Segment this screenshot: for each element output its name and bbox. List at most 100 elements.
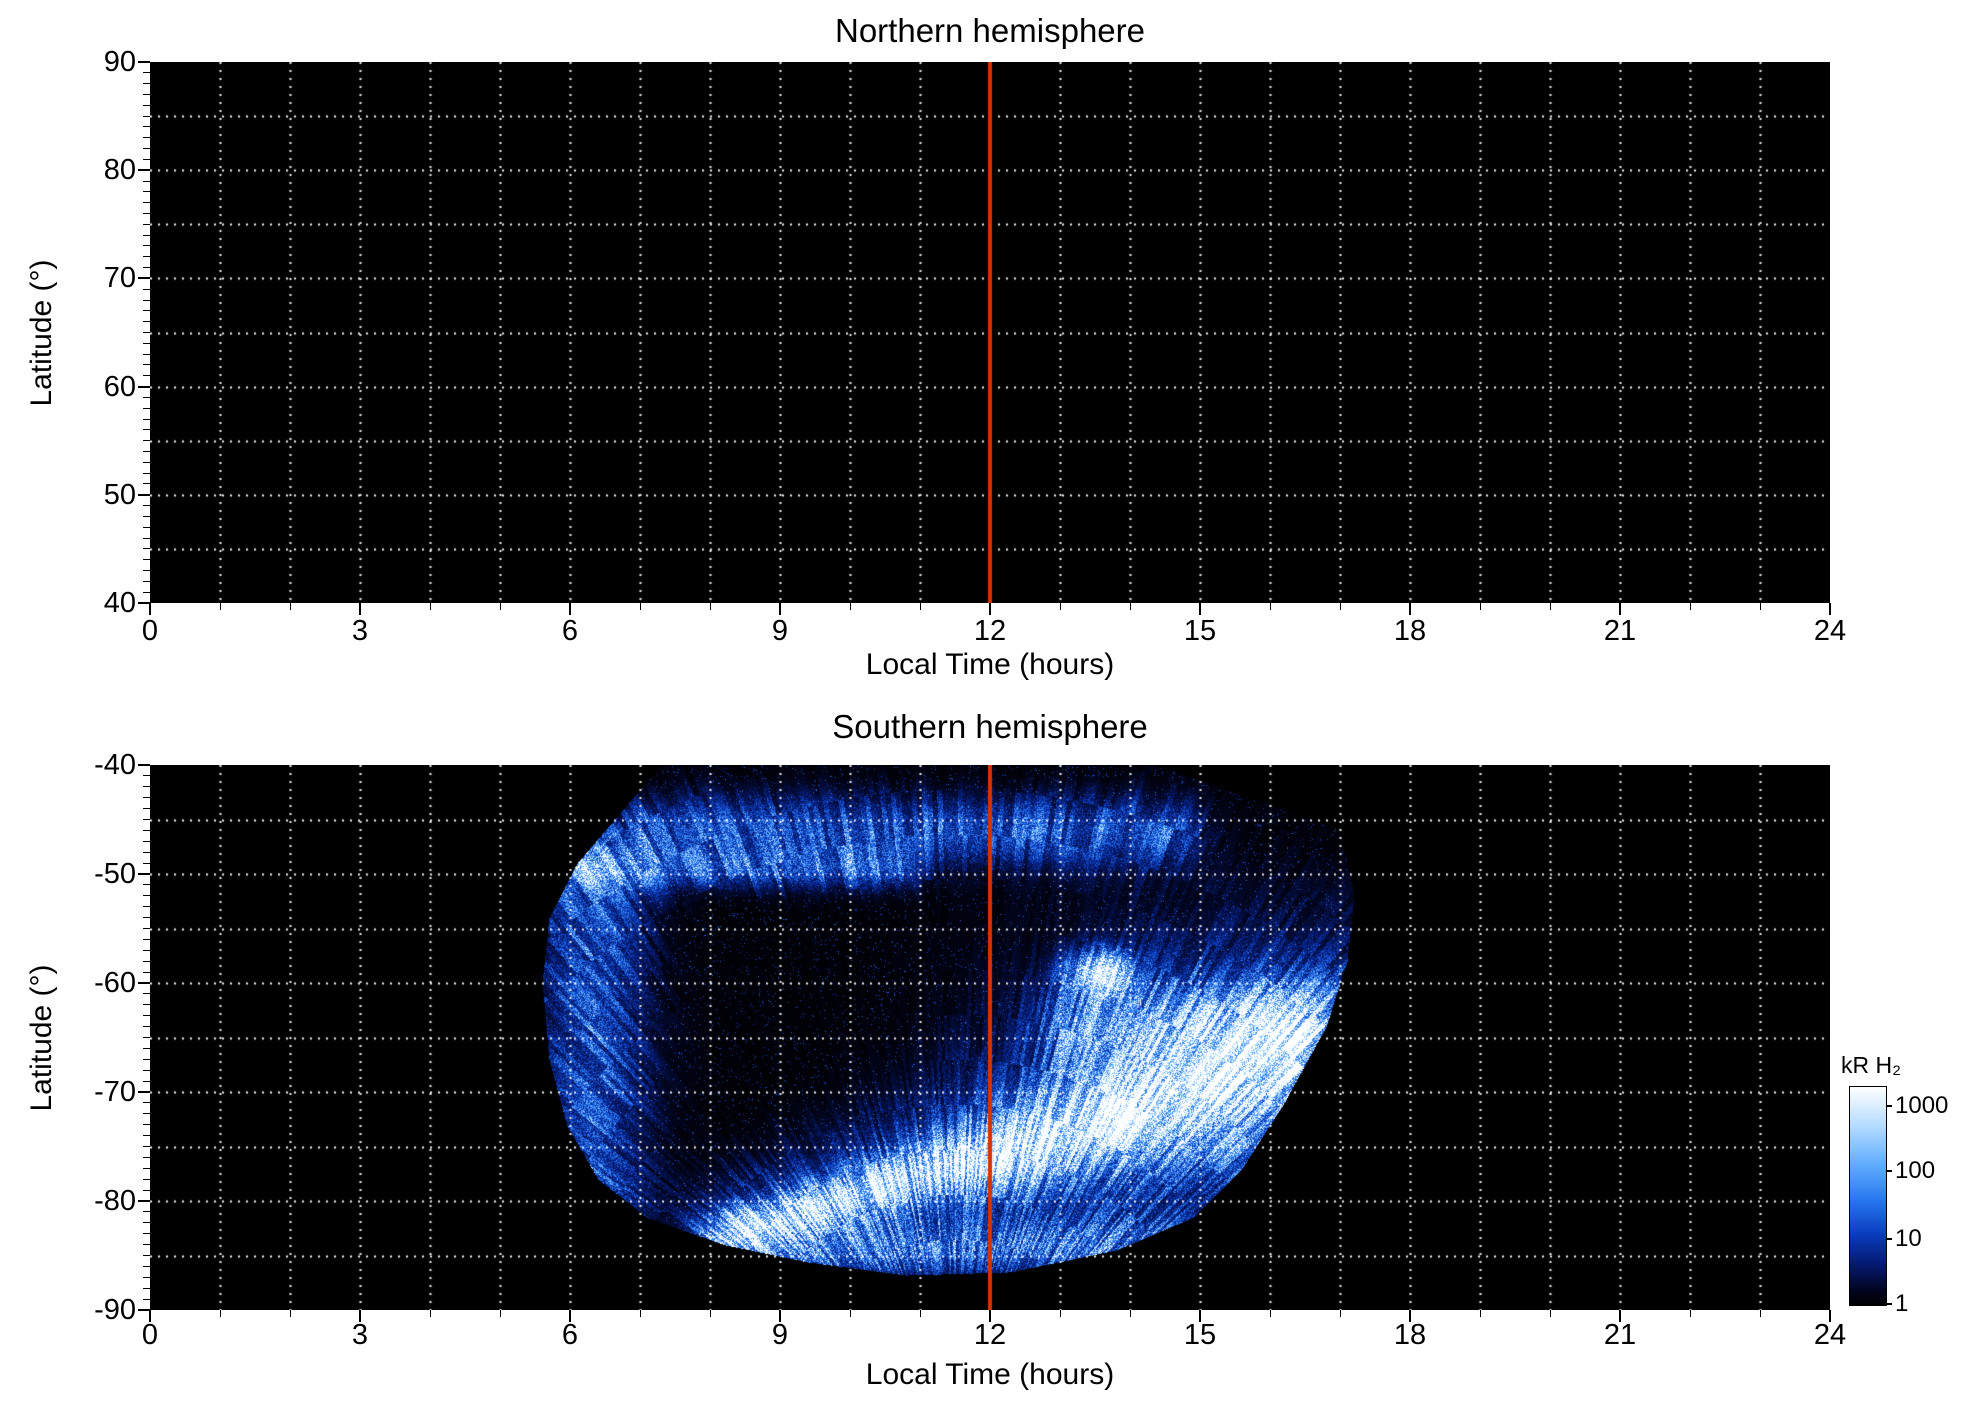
- x-major-tick-north: [1199, 603, 1201, 615]
- x-major-tick-south: [1829, 1310, 1831, 1322]
- x-tick-label-south: 0: [141, 1319, 159, 1351]
- y-minor-tick-south: [143, 1244, 150, 1246]
- y-major-tick-south: [138, 873, 150, 875]
- x-major-tick-south: [359, 1310, 361, 1322]
- x-major-tick-north: [1829, 603, 1831, 615]
- y-minor-tick-south: [143, 1135, 150, 1137]
- y-major-tick-south: [138, 1309, 150, 1311]
- y-minor-tick-north: [143, 461, 150, 463]
- y-minor-tick-north: [143, 321, 150, 323]
- y-major-tick-north: [138, 169, 150, 172]
- y-minor-tick-south: [143, 797, 150, 799]
- x-tick-label-south: 6: [561, 1319, 579, 1351]
- y-minor-tick-south: [143, 906, 150, 908]
- x-minor-tick-south: [639, 1310, 641, 1317]
- y-minor-tick-north: [143, 148, 150, 150]
- y-minor-tick-south: [143, 1102, 150, 1104]
- y-minor-tick-north: [143, 375, 150, 377]
- y-major-tick-north: [138, 493, 150, 496]
- y-minor-tick-north: [143, 548, 150, 550]
- x-tick-label-north: 18: [1393, 615, 1427, 647]
- colorbar-tick: [1886, 1303, 1892, 1305]
- y-minor-tick-south: [143, 1026, 150, 1028]
- x-major-tick-south: [1409, 1310, 1411, 1322]
- y-minor-tick-south: [143, 993, 150, 995]
- y-minor-tick-south: [143, 1287, 150, 1289]
- y-minor-tick-south: [143, 1255, 150, 1256]
- x-minor-tick-north: [1549, 603, 1551, 610]
- y-minor-tick-south: [143, 1124, 150, 1126]
- x-minor-tick-south: [429, 1310, 431, 1317]
- y-minor-tick-north: [143, 580, 150, 582]
- y-minor-tick-north: [143, 115, 150, 117]
- colorbar-gradient: [1849, 1086, 1887, 1306]
- y-tick-label-north: 50: [103, 478, 136, 511]
- x-minor-tick-south: [919, 1310, 921, 1317]
- y-minor-tick-north: [143, 223, 150, 225]
- x-minor-tick-north: [1479, 603, 1481, 610]
- x-major-tick-south: [1619, 1310, 1621, 1322]
- colorbar-tick: [1886, 1237, 1892, 1240]
- y-minor-tick-south: [143, 1069, 150, 1071]
- y-minor-tick-south: [143, 949, 150, 951]
- y-tick-label-south: -80: [94, 1185, 136, 1217]
- y-major-tick-south: [138, 1091, 150, 1093]
- x-minor-tick-south: [1759, 1310, 1761, 1317]
- y-major-tick-south: [138, 764, 150, 766]
- x-tick-label-south: 12: [973, 1319, 1007, 1351]
- x-tick-label-north: 21: [1603, 615, 1637, 647]
- y-minor-tick-north: [143, 570, 150, 572]
- y-minor-tick-south: [143, 1156, 150, 1158]
- x-minor-tick-north: [849, 603, 851, 610]
- y-minor-tick-south: [143, 960, 150, 962]
- x-minor-tick-south: [499, 1310, 501, 1317]
- y-minor-tick-north: [143, 418, 150, 420]
- x-minor-tick-north: [1339, 603, 1341, 610]
- y-minor-tick-north: [143, 299, 150, 301]
- x-minor-tick-north: [639, 603, 641, 610]
- y-minor-tick-north: [143, 505, 150, 507]
- x-major-tick-north: [1409, 603, 1411, 615]
- y-minor-tick-south: [143, 1037, 150, 1038]
- y-minor-tick-north: [143, 104, 150, 106]
- x-minor-tick-south: [709, 1310, 711, 1317]
- y-minor-tick-south: [143, 808, 150, 810]
- colorbar-tick: [1886, 1170, 1892, 1173]
- x-minor-tick-north: [1059, 603, 1061, 610]
- colorbar-label: kR H₂: [1841, 1052, 1902, 1078]
- y-minor-tick-south: [143, 862, 150, 864]
- y-minor-tick-south: [143, 829, 150, 831]
- x-tick-label-north: 3: [351, 615, 369, 647]
- y-minor-tick-north: [143, 126, 150, 128]
- y-minor-tick-north: [143, 353, 150, 355]
- y-minor-tick-north: [143, 288, 150, 290]
- y-minor-tick-north: [143, 396, 150, 398]
- x-minor-tick-south: [1129, 1310, 1131, 1317]
- y-minor-tick-south: [143, 1004, 150, 1006]
- y-major-tick-north: [138, 61, 150, 63]
- y-minor-tick-north: [143, 364, 150, 366]
- y-minor-tick-south: [143, 1233, 150, 1235]
- y-minor-tick-north: [143, 256, 150, 258]
- x-major-tick-south: [569, 1310, 571, 1322]
- y-minor-tick-north: [143, 267, 150, 269]
- y-minor-tick-north: [143, 332, 150, 333]
- y-minor-tick-south: [143, 895, 150, 897]
- y-minor-tick-south: [143, 851, 150, 853]
- y-minor-tick-south: [143, 938, 150, 940]
- y-minor-tick-north: [143, 483, 150, 485]
- x-minor-tick-south: [1549, 1310, 1551, 1317]
- y-minor-tick-south: [143, 1178, 150, 1180]
- northern-hemisphere-heatmap: [150, 62, 1830, 603]
- x-tick-label-south: 9: [771, 1319, 789, 1351]
- y-minor-tick-south: [143, 1298, 150, 1300]
- x-minor-tick-north: [1269, 603, 1271, 610]
- colorbar-tick-label: 100: [1895, 1157, 1936, 1185]
- y-tick-label-south: -90: [94, 1294, 136, 1326]
- y-minor-tick-north: [143, 191, 150, 193]
- y-minor-tick-south: [143, 928, 150, 929]
- x-tick-label-south: 24: [1813, 1319, 1847, 1351]
- x-minor-tick-north: [289, 603, 291, 610]
- x-minor-tick-south: [219, 1310, 221, 1317]
